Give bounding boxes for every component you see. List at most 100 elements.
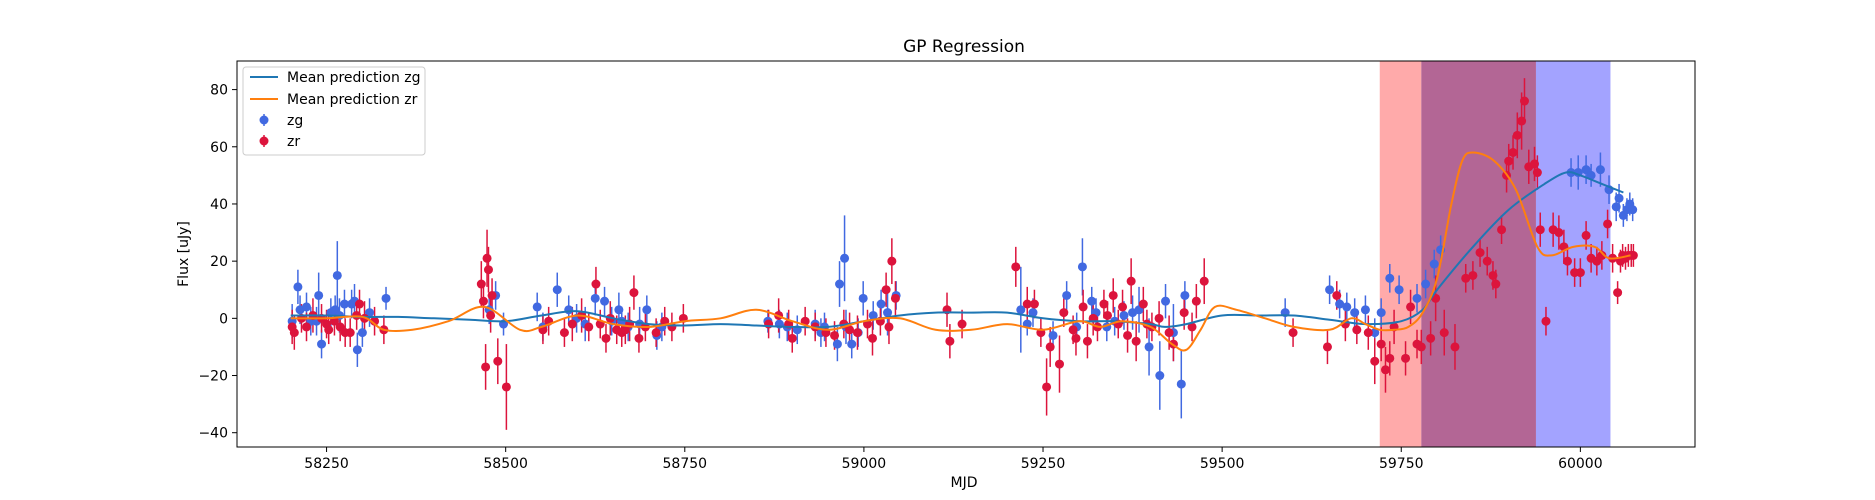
axes-frame [236, 60, 1696, 448]
point-zr-54 [830, 330, 840, 340]
point-zr-24 [493, 356, 503, 366]
legend-label-zr: zr [287, 134, 300, 150]
legend-label-zg: zg [287, 113, 303, 129]
point-zr-104 [1352, 325, 1362, 335]
point-zr-86 [1118, 302, 1128, 312]
point-zr-13 [355, 299, 365, 309]
point-zr-102 [1332, 290, 1342, 300]
point-zr-135 [1535, 225, 1545, 235]
point-zr-25 [501, 382, 511, 392]
point-zr-56 [845, 325, 855, 335]
plot-area [287, 61, 1638, 447]
point-zg-101 [1628, 205, 1638, 215]
point-zr-109 [1385, 353, 1395, 363]
point-zr-93 [1154, 313, 1164, 323]
point-zr-17 [476, 279, 486, 289]
point-zg-70 [1144, 342, 1154, 352]
point-zg-58 [1028, 308, 1038, 318]
point-zr-34 [601, 333, 611, 343]
point-zr-21 [483, 265, 493, 275]
point-zg-63 [1087, 296, 1097, 306]
point-zr-149 [1613, 288, 1623, 298]
point-zg-78 [1335, 299, 1345, 309]
point-zg-45 [832, 339, 842, 349]
point-zr-32 [591, 279, 601, 289]
x-tick-label-59250: 59250 [1021, 456, 1066, 472]
point-zr-143 [1581, 230, 1591, 240]
y-axis-label: Flux [uJy] [176, 221, 192, 287]
y-tick-label-20: 20 [210, 254, 228, 270]
point-zr-79 [1082, 336, 1092, 346]
point-zr-63 [887, 256, 897, 266]
point-zg-80 [1350, 308, 1360, 318]
y-axis-ticks: −40 −20 0 20 40 60 80 [198, 83, 237, 442]
legend: Mean prediction zg Mean prediction zr zg… [242, 66, 426, 156]
point-zr-76 [1068, 325, 1078, 335]
x-tick-label-60000: 60000 [1558, 456, 1603, 472]
point-zr-131 [1519, 96, 1529, 106]
point-zr-140 [1562, 256, 1572, 266]
point-zr-50 [787, 333, 797, 343]
x-tick-label-58250: 58250 [304, 456, 349, 472]
point-zr-28 [559, 328, 569, 338]
point-zg-3 [301, 302, 311, 312]
point-zr-72 [1042, 382, 1052, 392]
point-zg-10 [332, 270, 342, 280]
data-points [287, 96, 1638, 392]
point-zg-46 [835, 279, 845, 289]
point-zr-88 [1126, 276, 1136, 286]
point-zr-19 [481, 362, 491, 372]
point-zr-147 [1603, 219, 1613, 229]
point-zg-16 [357, 328, 367, 338]
point-zg-82 [1370, 328, 1380, 338]
point-zg-96 [1611, 202, 1621, 212]
point-zr-82 [1099, 299, 1109, 309]
point-zr-41 [634, 333, 644, 343]
point-zr-62 [884, 322, 894, 332]
point-zr-96 [1179, 308, 1189, 318]
point-zr-99 [1199, 276, 1209, 286]
point-zr-155 [1628, 250, 1638, 260]
point-zg-53 [876, 299, 886, 309]
point-zg-79 [1342, 302, 1352, 312]
point-zr-112 [1406, 302, 1416, 312]
point-zg-67 [1119, 310, 1129, 320]
point-zg-7 [317, 339, 327, 349]
point-zr-29 [567, 319, 577, 329]
chart-title: GP Regression [903, 37, 1025, 57]
point-zr-108 [1380, 365, 1390, 375]
point-zr-83 [1103, 310, 1113, 320]
point-zg-52 [868, 310, 878, 320]
point-zr-121 [1475, 248, 1485, 258]
point-zr-138 [1554, 228, 1564, 238]
point-zr-146 [1597, 250, 1607, 260]
point-zg-54 [883, 308, 893, 318]
point-zg-56 [1016, 305, 1026, 315]
point-zr-3 [301, 322, 311, 332]
point-zg-62 [1077, 262, 1087, 272]
point-zr-100 [1288, 328, 1298, 338]
point-zr-87 [1123, 330, 1133, 340]
point-zg-22 [532, 302, 542, 312]
point-zg-49 [847, 339, 857, 349]
point-zr-122 [1482, 256, 1492, 266]
point-zg-47 [840, 253, 850, 263]
point-zr-73 [1045, 342, 1055, 352]
point-zr-120 [1468, 270, 1478, 280]
point-zg-75 [1180, 290, 1190, 300]
point-zg-97 [1614, 193, 1624, 203]
shaded-regions [1379, 61, 1611, 447]
point-zg-51 [858, 293, 868, 303]
point-zr-47 [764, 319, 774, 329]
point-zg-86 [1412, 293, 1422, 303]
point-zr-115 [1426, 333, 1436, 343]
shaded-region-0 [1379, 61, 1422, 447]
point-zr-142 [1575, 268, 1585, 278]
point-zr-94 [1164, 328, 1174, 338]
x-tick-label-58500: 58500 [483, 456, 528, 472]
point-zr-78 [1078, 302, 1088, 312]
legend-label-zg-mean: Mean prediction zg [287, 70, 421, 86]
mean-line-0 [290, 171, 1624, 329]
point-zr-1 [289, 328, 299, 338]
